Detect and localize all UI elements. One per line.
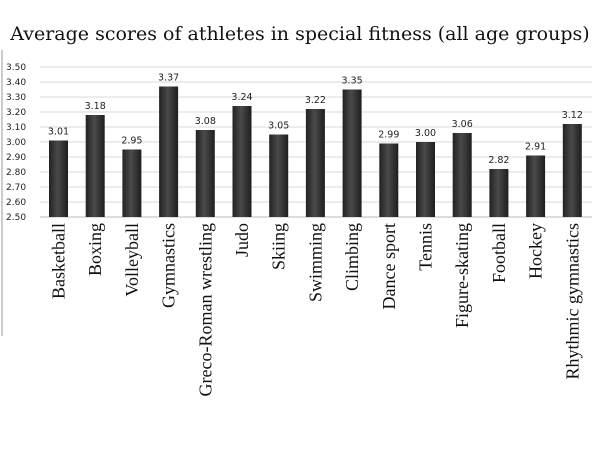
y-tick-label: 3.50 [6, 63, 26, 73]
data-label: 3.06 [452, 119, 473, 130]
x-tick-label: Gymnastics [159, 223, 179, 308]
data-label: 3.08 [195, 116, 216, 127]
data-label: 3.35 [342, 76, 363, 87]
x-tick-label: Dance sport [379, 223, 399, 309]
bar [416, 142, 435, 217]
x-tick-label: Tennis [416, 223, 436, 271]
y-tick-label: 2.60 [6, 198, 26, 208]
y-tick-label: 2.80 [6, 168, 26, 178]
x-tick-label: Volleyball [122, 223, 142, 297]
bar [342, 89, 362, 217]
data-label: 3.24 [231, 92, 252, 103]
y-tick-label: 3.30 [6, 93, 26, 103]
bar [489, 169, 509, 217]
chart-title: Average scores of athletes in special fi… [9, 23, 589, 45]
y-tick-label: 3.40 [6, 78, 26, 88]
bar [305, 109, 325, 217]
y-tick-label: 2.50 [6, 213, 26, 223]
data-label: 3.05 [268, 121, 289, 132]
bar [269, 134, 289, 217]
x-tick-label: Boxing [85, 223, 105, 276]
bar [122, 149, 142, 217]
x-tick-label: Judo [232, 223, 252, 257]
y-tick-label: 2.70 [6, 183, 26, 193]
x-tick-label: Rhythmic gymnastics [562, 223, 582, 380]
data-label: 2.95 [121, 136, 142, 147]
bar [85, 115, 105, 217]
x-tick-label: Figure-skating [452, 223, 472, 328]
data-label: 3.01 [48, 127, 69, 138]
y-tick-label: 3.00 [6, 138, 26, 148]
data-label: 2.99 [378, 130, 399, 141]
data-label: 3.00 [415, 128, 436, 139]
x-tick-label: Football [489, 223, 509, 283]
bar [379, 143, 399, 217]
data-label: 3.37 [158, 73, 179, 84]
data-label: 2.82 [488, 155, 509, 166]
x-tick-label: Skiing [269, 223, 289, 270]
bar [562, 124, 582, 217]
bar [49, 140, 68, 217]
bar [232, 106, 252, 217]
x-tick-label: Hockey [526, 223, 546, 279]
x-tick-label: Climbing [342, 223, 362, 291]
data-label: 3.22 [305, 95, 326, 106]
x-tick-label: Basketball [49, 223, 69, 299]
bar [452, 133, 472, 217]
y-tick-label: 2.90 [6, 153, 26, 163]
x-tick-label: Greco-Roman wrestling [195, 223, 215, 396]
bar [526, 155, 546, 217]
y-tick-label: 3.10 [6, 123, 26, 133]
y-tick-label: 3.20 [6, 108, 26, 118]
data-label: 2.91 [525, 142, 546, 153]
data-label: 3.18 [85, 101, 106, 112]
data-label: 3.12 [562, 110, 583, 121]
bar [159, 86, 179, 217]
bar [195, 130, 215, 217]
x-tick-label: Swimming [305, 223, 325, 302]
